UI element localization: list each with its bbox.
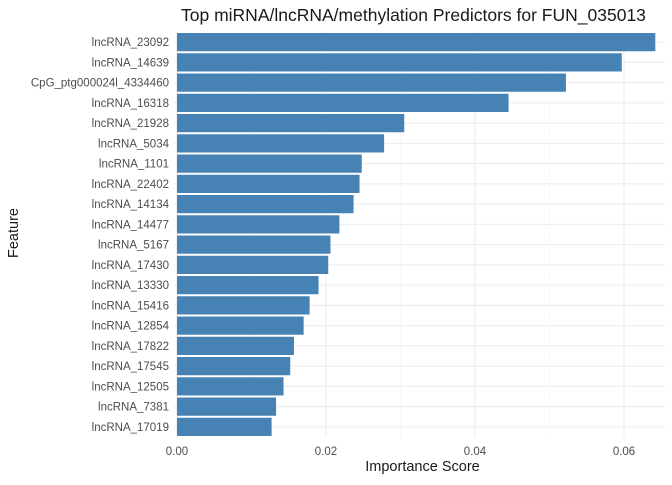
bar (176, 33, 656, 52)
y-tick-label: lncRNA_5167 (98, 240, 169, 252)
bar (176, 357, 291, 376)
y-tick-label: lncRNA_14477 (92, 219, 169, 231)
bar (176, 93, 509, 112)
x-tick-label: 0.04 (464, 446, 487, 458)
y-tick-label: lncRNA_14639 (92, 57, 169, 69)
y-tick-label: lncRNA_7381 (98, 402, 169, 414)
y-tick-label: lncRNA_22402 (92, 179, 169, 191)
y-tick-label: lncRNA_12505 (92, 381, 169, 393)
x-tick-labels: 0.00 0.02 0.04 0.06 (166, 446, 635, 458)
y-tick-label: lncRNA_16318 (92, 98, 169, 110)
bar (176, 114, 405, 133)
bar (176, 276, 319, 295)
x-tick-label: 0.00 (166, 446, 188, 458)
bar (176, 255, 329, 274)
bars (176, 33, 656, 436)
bar (176, 154, 362, 173)
bar (176, 73, 566, 92)
y-tick-label: lncRNA_13330 (92, 280, 169, 292)
bar (176, 296, 310, 315)
bar (176, 195, 354, 214)
y-tick-label: lncRNA_5034 (98, 138, 170, 150)
y-tick-label: lncRNA_14134 (92, 199, 170, 211)
bar (176, 377, 284, 396)
x-axis-title: Importance Score (365, 459, 479, 475)
chart-title: Top miRNA/lncRNA/methylation Predictors … (181, 5, 646, 26)
bar (176, 53, 622, 72)
y-tick-label: lncRNA_17019 (92, 422, 169, 434)
bar (176, 397, 277, 416)
y-tick-label: lncRNA_1101 (99, 159, 169, 171)
y-tick-label: CpG_ptg000024l_4334460 (31, 78, 169, 90)
bar (176, 134, 385, 153)
y-tick-label: lncRNA_17545 (92, 361, 169, 373)
bar (176, 417, 272, 436)
x-tick-label: 0.06 (613, 446, 635, 458)
bar (176, 336, 294, 355)
x-tick-label: 0.02 (315, 446, 337, 458)
y-tick-label: lncRNA_17430 (92, 260, 169, 272)
y-tick-label: lncRNA_15416 (92, 300, 169, 312)
y-tick-label: lncRNA_23092 (92, 37, 169, 49)
bar (176, 235, 331, 254)
y-tick-label: lncRNA_12854 (92, 321, 170, 333)
y-tick-label: lncRNA_17822 (92, 341, 169, 353)
grid (174, 32, 665, 437)
y-tick-labels: lncRNA_23092 lncRNA_14639 CpG_ptg000024l_4… (31, 37, 170, 434)
y-axis-title: Feature (6, 208, 22, 258)
y-tick-label: lncRNA_21928 (92, 118, 169, 130)
bar (176, 316, 304, 335)
bar (176, 174, 360, 193)
bar (176, 215, 340, 234)
